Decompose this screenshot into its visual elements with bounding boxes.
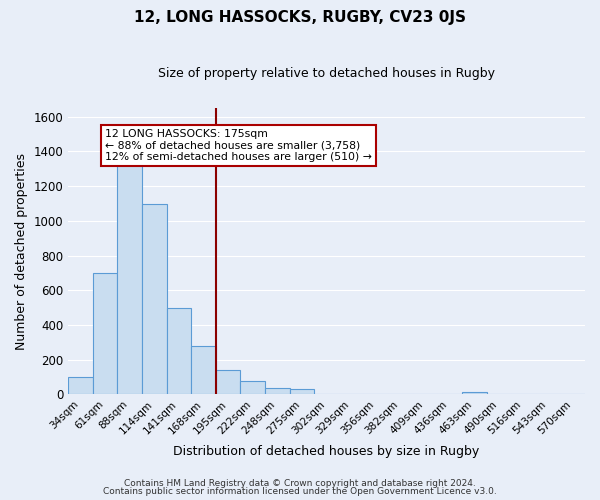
X-axis label: Distribution of detached houses by size in Rugby: Distribution of detached houses by size … — [173, 444, 480, 458]
Bar — [241, 380, 265, 394]
Bar — [290, 389, 314, 394]
Title: Size of property relative to detached houses in Rugby: Size of property relative to detached ho… — [158, 68, 495, 80]
Bar — [68, 377, 93, 394]
Bar — [265, 388, 290, 394]
Text: Contains HM Land Registry data © Crown copyright and database right 2024.: Contains HM Land Registry data © Crown c… — [124, 478, 476, 488]
Bar — [93, 273, 118, 394]
Text: 12, LONG HASSOCKS, RUGBY, CV23 0JS: 12, LONG HASSOCKS, RUGBY, CV23 0JS — [134, 10, 466, 25]
Bar — [167, 308, 191, 394]
Bar — [118, 164, 142, 394]
Bar — [462, 392, 487, 394]
Bar — [191, 346, 216, 395]
Y-axis label: Number of detached properties: Number of detached properties — [15, 153, 28, 350]
Bar — [142, 204, 167, 394]
Text: 12 LONG HASSOCKS: 175sqm
← 88% of detached houses are smaller (3,758)
12% of sem: 12 LONG HASSOCKS: 175sqm ← 88% of detach… — [105, 129, 372, 162]
Bar — [216, 370, 241, 394]
Text: Contains public sector information licensed under the Open Government Licence v3: Contains public sector information licen… — [103, 487, 497, 496]
